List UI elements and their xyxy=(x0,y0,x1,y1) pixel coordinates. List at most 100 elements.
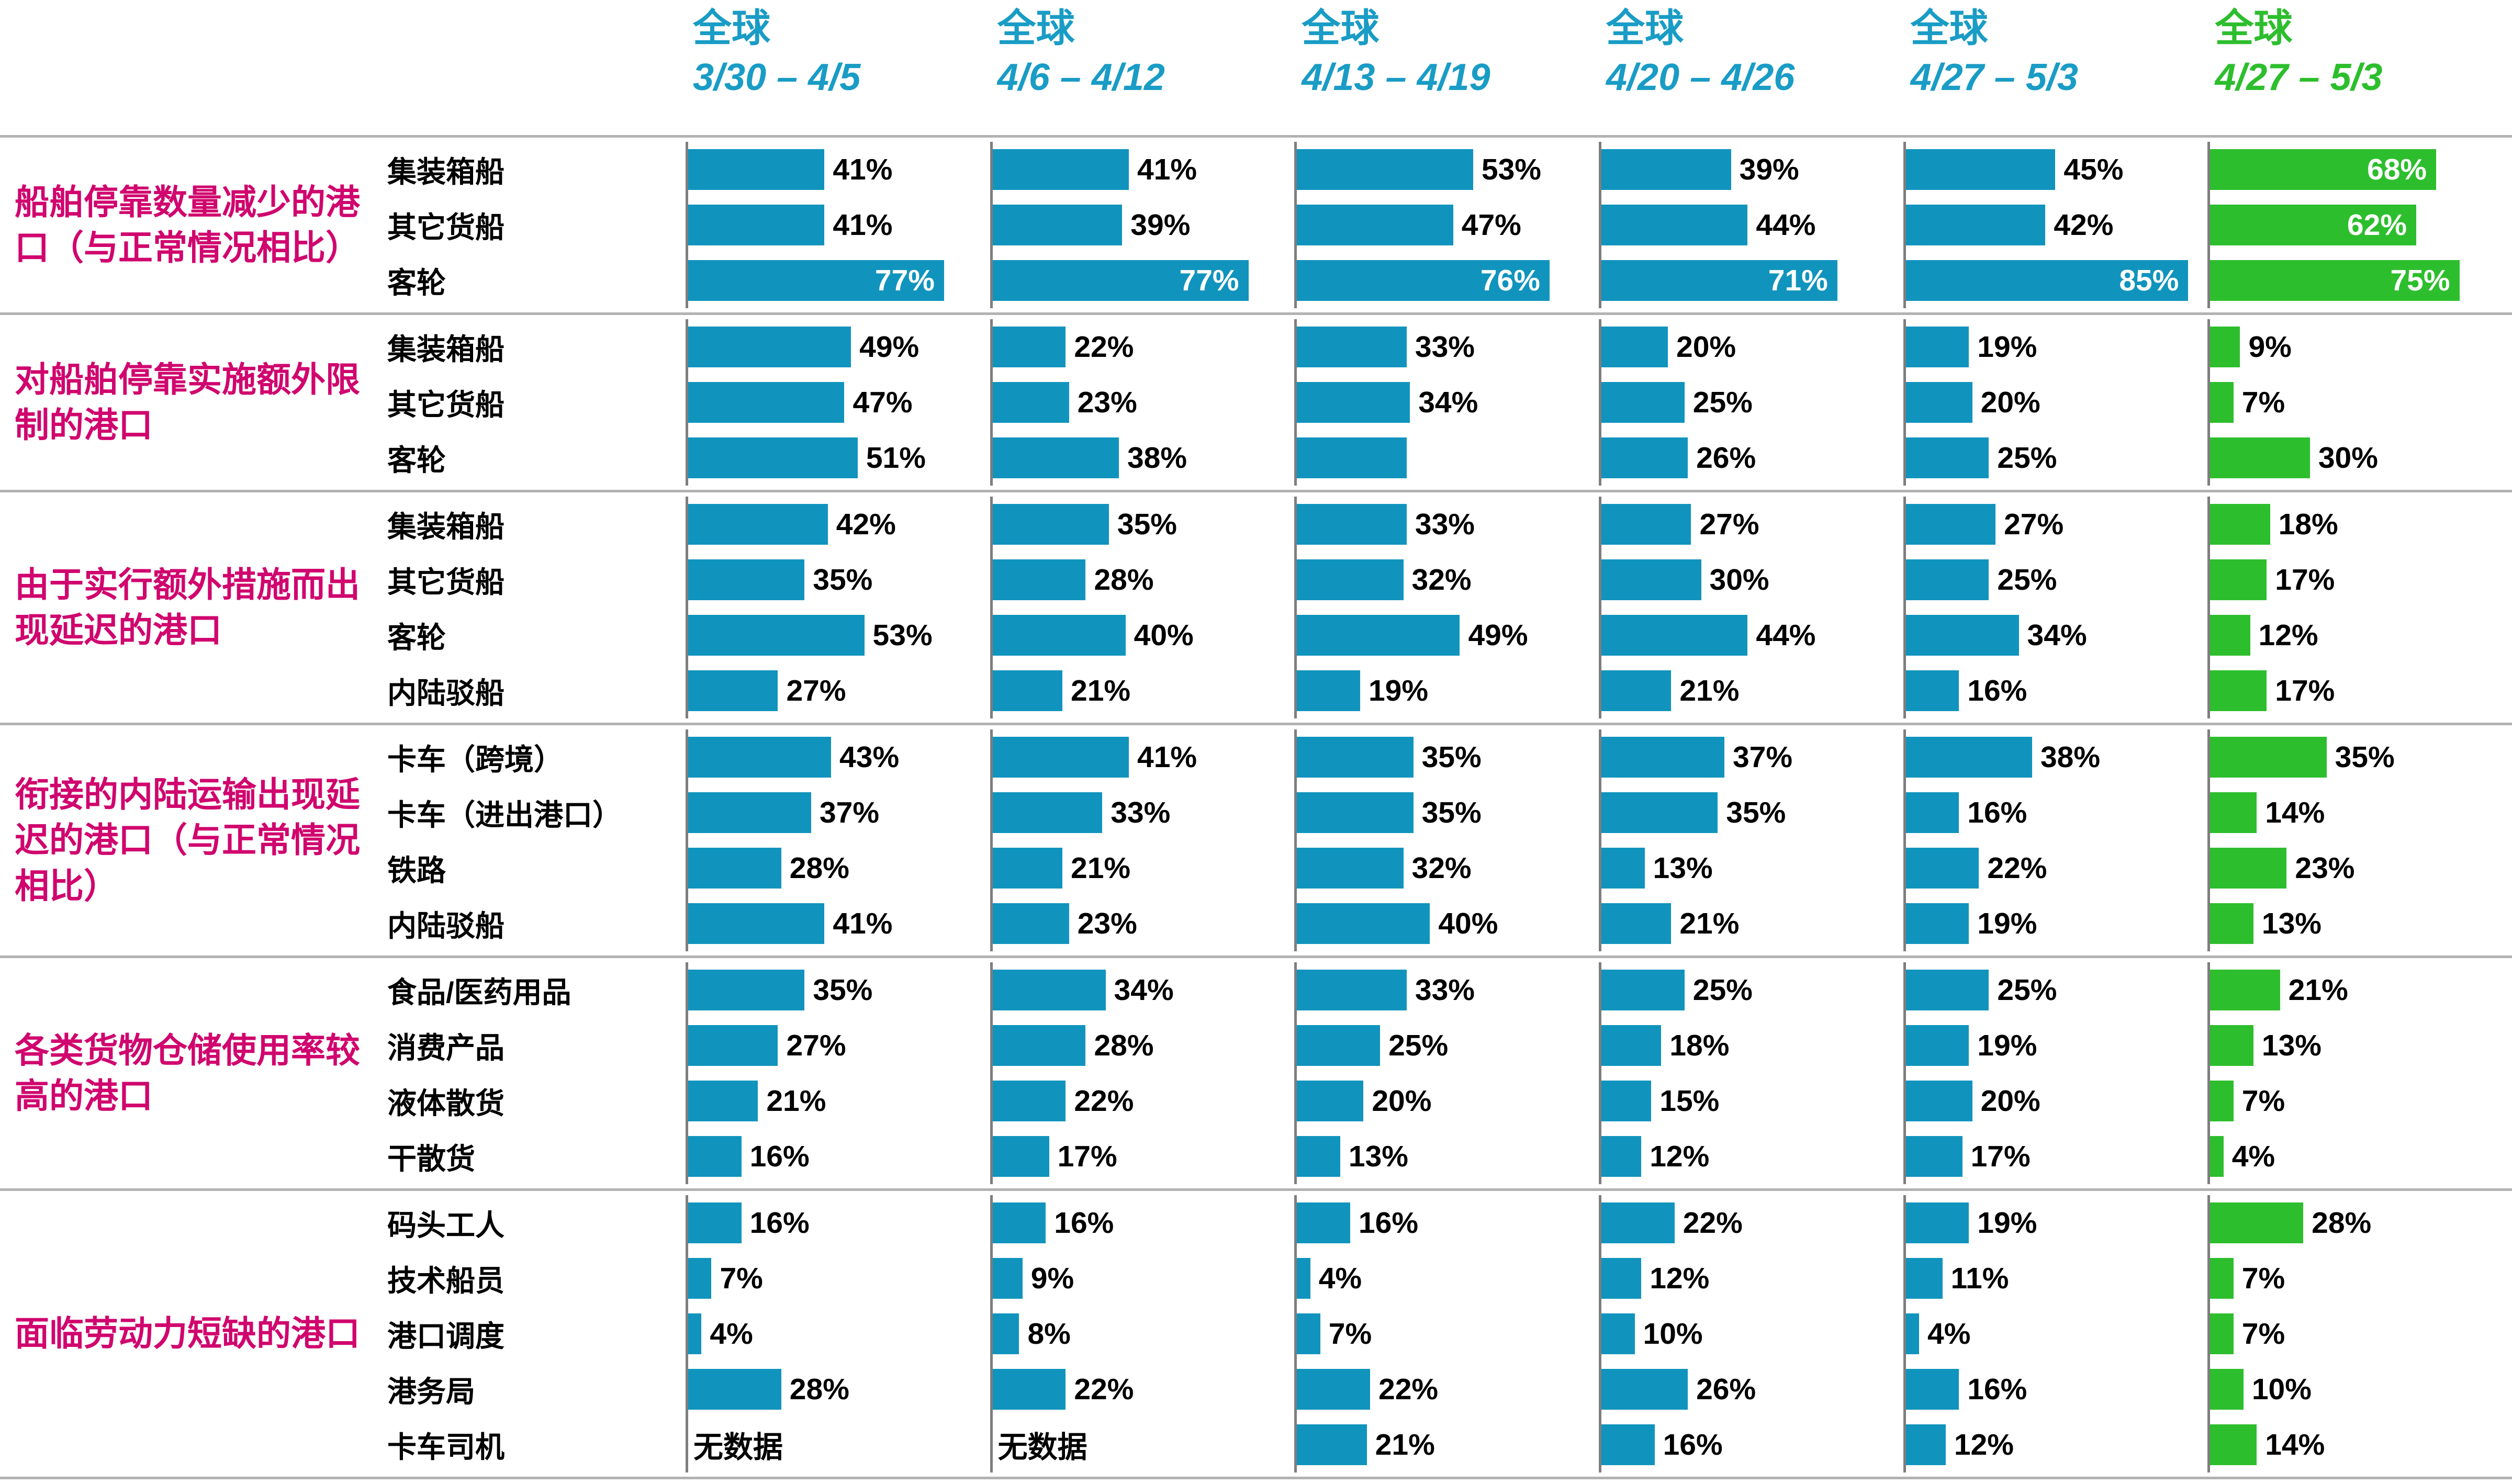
bar xyxy=(1601,437,1688,478)
bar-value-outside: 37% xyxy=(1732,740,1793,774)
bar xyxy=(1297,1258,1310,1299)
bar-value-outside: 10% xyxy=(1643,1317,1703,1351)
bar-value-outside: 23% xyxy=(1077,907,1137,940)
column-header-4: 全球 4/20 – 4/26 xyxy=(1599,0,1903,135)
bar xyxy=(688,1313,702,1354)
bar-cell: 21% xyxy=(1599,896,1903,951)
bar-cell: 22% xyxy=(1294,1362,1599,1417)
row-cells: 77% 77% 76% 71% 85% 75% xyxy=(686,253,2512,308)
bar-value-outside: 16% xyxy=(1967,674,2027,707)
data-row: 铁路 28% 21% 32% 13% 22% 23% xyxy=(372,840,2512,896)
row-label: 技术船员 xyxy=(387,1264,504,1297)
bar-cell: 35% xyxy=(1599,785,1903,840)
bar xyxy=(1601,1258,1642,1299)
bar-value-outside: 28% xyxy=(1094,1029,1154,1062)
bar xyxy=(2210,559,2267,600)
bar-value-outside: 26% xyxy=(1696,1373,1756,1406)
bar xyxy=(1905,792,1959,833)
bar-cell: 21% xyxy=(990,840,1295,896)
bar-cell: 35% xyxy=(2207,729,2512,785)
bar-cell: 17% xyxy=(1903,1129,2208,1184)
bar-value-outside: 32% xyxy=(1411,851,1472,885)
bar-cell: 20% xyxy=(1599,319,1903,375)
bar xyxy=(992,1258,1023,1299)
bar-value-outside: 41% xyxy=(833,907,893,940)
bar-cell: 33% xyxy=(1294,319,1599,375)
bar: 68% xyxy=(2210,149,2437,190)
bar xyxy=(2210,1258,2234,1299)
bar-cell: 49% xyxy=(1294,608,1599,663)
bar xyxy=(1297,559,1404,600)
data-row: 客轮 77% 77% 76% 71% 85% 75% xyxy=(372,253,2512,308)
bar-cell: 10% xyxy=(2207,1362,2512,1417)
bar-value-outside: 12% xyxy=(1954,1428,2014,1461)
bar xyxy=(992,327,1066,367)
bar-value-outside: 13% xyxy=(2261,1029,2322,1062)
bar xyxy=(1601,1136,1642,1177)
bar-cell: 30% xyxy=(2207,430,2512,486)
bar xyxy=(1601,1081,1652,1121)
data-row: 港口调度 4% 8% 7% 10% 4% 7% xyxy=(372,1306,2512,1362)
bar-cell: 47% xyxy=(686,375,990,430)
bar-value-outside: 21% xyxy=(1679,907,1740,940)
header-spacer xyxy=(0,0,686,135)
bar-cell: 12% xyxy=(2207,608,2512,663)
bar-value-outside: 4% xyxy=(710,1317,753,1351)
bar xyxy=(1297,970,1407,1010)
bar xyxy=(1297,1025,1381,1066)
bar-cell: 21% xyxy=(2207,962,2512,1018)
bar-value-outside: 51% xyxy=(866,441,926,475)
bar-cell: 23% xyxy=(990,375,1295,430)
bar-value-outside: 44% xyxy=(1756,208,1816,242)
row-cells: 49% 22% 33% 20% 19% 9% xyxy=(686,319,2512,375)
data-row: 内陆驳船 41% 23% 40% 21% 19% 13% xyxy=(372,896,2512,951)
row-cells: 无数据 无数据 21% 16% 12% 14% xyxy=(686,1417,2512,1472)
bar-value-outside: 4% xyxy=(2231,1140,2275,1173)
bar-value-outside: 25% xyxy=(1692,973,1753,1007)
bar-value-outside: 25% xyxy=(1692,386,1753,419)
row-label: 液体散货 xyxy=(387,1086,504,1120)
bar xyxy=(1601,1313,1635,1354)
bar xyxy=(688,382,845,423)
bar-value-outside: 8% xyxy=(1027,1317,1071,1351)
bar xyxy=(1601,1424,1655,1465)
bar xyxy=(1601,1025,1662,1066)
bar-value-inside: 75% xyxy=(2390,264,2450,297)
bar-value-outside: 18% xyxy=(1669,1029,1730,1062)
bar-cell: 4% xyxy=(686,1306,990,1362)
bar: 77% xyxy=(688,260,944,301)
row-cells: 41% 41% 53% 39% 45% 68% xyxy=(686,142,2512,197)
bar-cell: 34% xyxy=(1903,608,2208,663)
bar xyxy=(2210,903,2253,944)
bar-cell: 41% xyxy=(686,896,990,951)
bar-value-outside: 28% xyxy=(1094,563,1154,597)
column-header-period: 4/20 – 4/26 xyxy=(1606,57,1795,99)
bar-cell: 51% xyxy=(686,430,990,486)
bar xyxy=(2210,737,2327,778)
bar xyxy=(688,205,825,245)
bar-cell: 35% xyxy=(1294,785,1599,840)
row-cells: 7% 9% 4% 12% 11% 7% xyxy=(686,1251,2512,1306)
bar-value-outside: 17% xyxy=(1057,1140,1117,1173)
bar xyxy=(1601,615,1748,656)
bar-value-outside: 4% xyxy=(1927,1317,1971,1351)
data-row: 集装箱船 41% 41% 53% 39% 45% 68% xyxy=(372,142,2512,197)
bar-cell: 19% xyxy=(1903,896,2208,951)
bar-cell: 43% xyxy=(686,729,990,785)
row-label: 内陆驳船 xyxy=(387,909,504,942)
bar xyxy=(2210,970,2280,1010)
bar-cell: 28% xyxy=(686,840,990,896)
bar-value-outside: 49% xyxy=(859,330,919,364)
bar xyxy=(992,1369,1066,1410)
bar-cell: 44% xyxy=(1599,197,1903,253)
row-cells: 21% 22% 20% 15% 20% 7% xyxy=(686,1073,2512,1129)
bar-value-outside: 21% xyxy=(1071,851,1131,885)
row-label: 卡车（进出港口） xyxy=(387,798,622,831)
bar xyxy=(1905,1136,1962,1177)
bar-value-outside: 38% xyxy=(2040,740,2101,774)
data-row: 客轮 51% 38% 26% 25% 30% xyxy=(372,430,2512,486)
bar-cell: 19% xyxy=(1903,319,2208,375)
bar-value-outside: 7% xyxy=(1328,1317,1372,1351)
bar-value-outside: 19% xyxy=(1368,674,1429,707)
